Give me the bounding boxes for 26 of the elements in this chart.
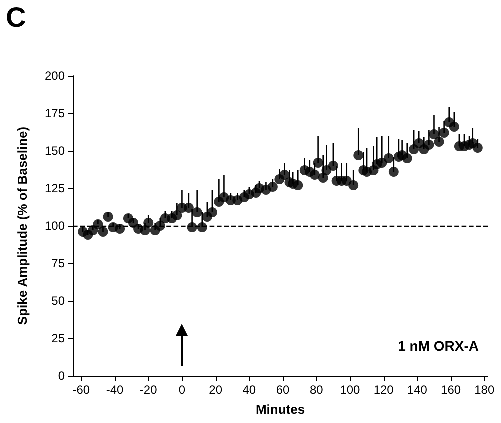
x-tick-label: 80: [310, 383, 324, 397]
x-tick-label: 40: [242, 383, 256, 397]
y-axis-title: Spike Amplitude (% of Baseline): [15, 126, 30, 326]
y-tick-label: 75: [52, 256, 66, 270]
x-tick-label: 160: [441, 383, 462, 397]
x-tick-label: 20: [209, 383, 223, 397]
chart-title: C: [6, 2, 26, 34]
y-tick-label: 50: [52, 294, 66, 308]
x-axis-title: Minutes: [256, 402, 306, 417]
x-tick-label: 140: [407, 383, 428, 397]
y-tick-label: 200: [44, 69, 66, 83]
x-tick-label: 180: [474, 383, 495, 397]
y-tick-label: 0: [58, 369, 66, 383]
y-tick-label: 150: [44, 144, 66, 158]
x-tick-label: 100: [340, 383, 361, 397]
annotation: 1 nM ORX-A: [398, 338, 479, 354]
y-tick-label: 25: [52, 332, 66, 346]
x-tick-label: -20: [140, 383, 158, 397]
x-tick-label: 0: [178, 383, 186, 397]
y-tick-label: 175: [44, 106, 66, 120]
y-tick-label: 100: [44, 219, 66, 233]
x-tick-label: -40: [106, 383, 124, 397]
x-tick-label: 120: [374, 383, 394, 397]
x-tick-label: -60: [72, 383, 90, 397]
x-tick-label: 60: [276, 383, 290, 397]
y-tick-label: 125: [44, 182, 66, 196]
